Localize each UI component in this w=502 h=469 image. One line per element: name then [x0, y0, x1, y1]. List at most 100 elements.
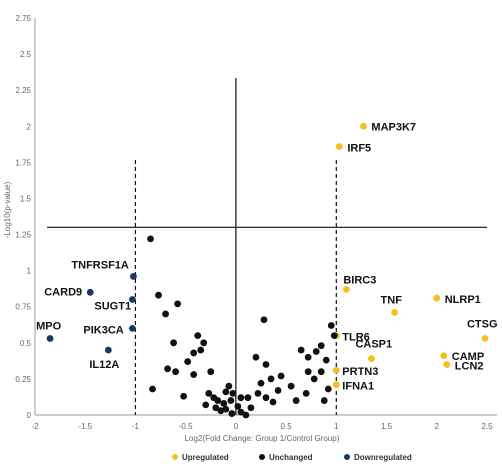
data-point: [200, 339, 208, 347]
data-point: [304, 368, 312, 376]
data-point: [229, 389, 237, 397]
data-point: [222, 388, 230, 396]
data-point: [252, 353, 260, 361]
data-point: [244, 394, 252, 402]
data-point: [194, 332, 202, 339]
data-point: [262, 361, 270, 368]
y-tick-labels: 0 0.25 0.5 0.75 1 1.25 1.5 1.75 2 2.25 2.5 2.75: [15, 14, 31, 420]
label-ifna1: IFNA1: [342, 381, 374, 393]
data-point: [220, 400, 228, 407]
x-tick-label: -0.5: [179, 422, 193, 431]
data-point: [172, 368, 180, 376]
data-point: [217, 407, 225, 415]
data-point: [212, 404, 220, 412]
y-tick-label: 1.75: [15, 158, 31, 167]
y-tick-label: 1.5: [20, 194, 32, 203]
data-point: [254, 389, 262, 397]
x-tick-label: 0.5: [281, 422, 293, 431]
data-point: [262, 394, 270, 402]
data-point: [287, 382, 295, 390]
label-sugt1: SUGT1: [94, 301, 131, 313]
point-pik3ca: [129, 324, 136, 332]
data-point: [225, 382, 233, 390]
data-point: [237, 394, 245, 402]
point-ctsg: [481, 335, 489, 342]
data-point: [162, 310, 169, 318]
y-tick-label: 0.75: [15, 303, 31, 312]
legend: Upregulated Unchanged Downregulated: [172, 453, 412, 462]
legend-label-downregulated: Downregulated: [354, 453, 412, 462]
label-casp1: CASP1: [355, 339, 392, 351]
data-point: [190, 349, 198, 357]
data-point: [214, 397, 222, 404]
point-nlrp1: [433, 294, 441, 302]
data-point: [297, 346, 305, 354]
label-tnf: TNF: [381, 295, 403, 307]
y-tick-label: 0: [27, 411, 32, 420]
x-tick-label: -1: [132, 422, 140, 431]
x-tick-labels: -2 -1.5 -1 -0.5 0 0.5 1 1.5 2 2.5: [31, 422, 493, 431]
label-pik3ca: PIK3CA: [83, 324, 123, 336]
data-point: [317, 342, 325, 350]
y-axis-title: -Log10(p-value): [3, 181, 12, 238]
data-point: [310, 375, 318, 383]
label-tlr6: TLR6: [342, 332, 370, 344]
data-point: [155, 291, 162, 299]
data-point: [322, 356, 330, 364]
point-lcn2: [443, 361, 451, 368]
data-point: [184, 358, 192, 365]
data-point: [269, 398, 277, 406]
legend-marker-unchanged: [259, 454, 265, 460]
y-tick-label: 1: [27, 267, 32, 276]
data-point: [277, 372, 285, 380]
point-tnfrsf1a: [130, 273, 137, 280]
y-tick-label: 2.25: [15, 86, 31, 95]
x-tick-label: -1.5: [78, 422, 92, 431]
label-lcn2: LCN2: [455, 360, 484, 372]
legend-label-upregulated: Upregulated: [182, 453, 229, 462]
x-tick-label: 2: [435, 422, 440, 431]
y-tick-label: 2.5: [20, 50, 32, 59]
label-birc3: BIRC3: [343, 274, 376, 286]
data-point: [330, 332, 338, 339]
point-casp1: [368, 355, 375, 363]
data-point: [317, 368, 325, 376]
y-tick-label: 0.25: [15, 375, 31, 384]
x-tick-label: -2: [31, 422, 39, 431]
x-tick-label: 1.5: [381, 422, 393, 431]
point-birc3: [342, 286, 350, 293]
data-point: [147, 235, 154, 243]
y-tick-label: 2.75: [15, 14, 31, 23]
label-irf5: IRF5: [347, 142, 371, 154]
data-point: [327, 322, 335, 329]
point-irf5: [335, 143, 343, 150]
point-ifna1: [332, 381, 340, 389]
data-point: [274, 387, 282, 394]
data-point: [320, 397, 328, 404]
data-point: [242, 411, 250, 419]
legend-label-unchanged: Unchanged: [269, 453, 313, 462]
data-point: [292, 397, 300, 404]
data-point: [207, 368, 215, 376]
data-point: [205, 389, 213, 397]
y-tick-label: 2: [27, 122, 32, 131]
point-card9: [86, 288, 94, 296]
data-point: [234, 402, 242, 410]
data-point: [247, 404, 255, 412]
y-tick-label: 0.5: [20, 339, 32, 348]
data-point: [174, 300, 182, 308]
point-map3k7: [360, 122, 367, 130]
x-axis-title: Log2(Fold Change: Group 1/Control Group): [185, 434, 340, 443]
label-mpo: MPO: [36, 320, 62, 332]
legend-marker-upregulated: [172, 454, 178, 460]
data-point: [260, 316, 268, 324]
label-ctsg: CTSG: [467, 318, 498, 330]
data-point: [302, 389, 310, 397]
x-tick-label: 2.5: [481, 422, 493, 431]
data-point: [237, 408, 245, 416]
point-tnf: [391, 309, 398, 316]
point-prtn3: [332, 366, 340, 374]
point-sugt1: [129, 296, 136, 303]
